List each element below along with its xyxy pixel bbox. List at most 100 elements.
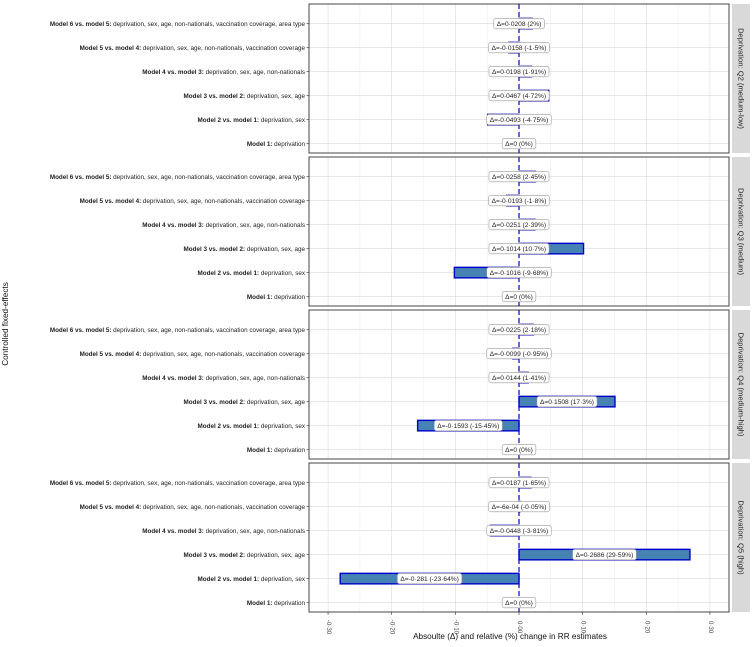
y-tick-label-model: Model 1:	[247, 600, 273, 607]
y-tick-label-controls: deprivation, sex, age, non-nationals, va…	[141, 198, 305, 205]
y-tick-label-model: Model 2 vs. model 1:	[198, 423, 260, 430]
y-tick-label-model: Model 3 vs. model 2:	[184, 552, 246, 559]
panel: Δ=0·0187 (1·65%) Δ=-6e-04 (-0·05%) Δ=-0·04…	[50, 462, 750, 613]
x-tick-label: 0·00	[516, 621, 523, 634]
y-tick-label: Model 1: deprivation	[247, 600, 306, 607]
data-label-box	[488, 90, 550, 102]
data-label-box	[486, 348, 552, 360]
y-tick-label: Model 6 vs. model 5: deprivation, sex, a…	[50, 327, 306, 334]
data-label-text: Δ=0·0144 (1·41%)	[492, 375, 546, 382]
y-tick-label: Model 6 vs. model 5: deprivation, sex, a…	[50, 480, 306, 487]
y-tick-label: Model 1: deprivation	[247, 447, 306, 454]
y-tick-label-controls: deprivation, sex, age, non-nationals, va…	[111, 327, 305, 334]
y-tick-label: Model 6 vs. model 5: deprivation, sex, a…	[50, 21, 306, 28]
y-tick-label-model: Model 6 vs. model 5:	[50, 480, 112, 487]
facet-strip	[732, 463, 750, 612]
data-label: Δ=-0·0448 (-3·81%)	[486, 525, 552, 537]
data-label-box	[501, 138, 537, 150]
y-tick-label-controls: deprivation, sex, age, non-nationals	[204, 222, 305, 229]
y-tick-label-model: Model 5 vs. model 4:	[80, 351, 142, 358]
y-tick-label-model: Model 4 vs. model 3:	[142, 69, 204, 76]
panel: Δ=0·0225 (2·18%) Δ=-0·0099 (-0·95%) Δ=0·01…	[50, 309, 750, 460]
data-label: Δ=0·0467 (4·72%)	[488, 90, 550, 102]
data-label: Δ=0·0258 (2·45%)	[488, 171, 550, 183]
y-tick-label: Model 5 vs. model 4: deprivation, sex, a…	[80, 351, 306, 358]
y-tick-label-model: Model 3 vs. model 2:	[184, 93, 246, 100]
data-label-text: Δ=-0·0158 (-1·5%)	[492, 45, 547, 52]
data-label: Δ=-0·0493 (-4·75%)	[486, 114, 552, 126]
panel-border	[308, 3, 730, 154]
data-label-text: Δ=0·1508 (17·3%)	[540, 399, 594, 406]
y-tick-label-controls: deprivation, sex, age	[245, 246, 305, 253]
panel-border	[308, 309, 730, 460]
data-label-text: Δ=0 (0%)	[505, 600, 533, 607]
y-tick-label: Model 5 vs. model 4: deprivation, sex, a…	[80, 504, 306, 511]
data-label-text: Δ=0·0251 (2·39%)	[492, 222, 546, 229]
panel-border	[308, 156, 730, 307]
data-label: Δ=-0·281 (-23·64%)	[397, 573, 463, 585]
data-label: Δ=-0·1593 (-15·45%)	[433, 420, 503, 432]
facet-strip-label: Deprivation: Q2 (medium-low)	[737, 28, 746, 129]
data-label-box	[488, 372, 550, 384]
y-tick-label-model: Model 1:	[247, 141, 273, 148]
data-label-box	[488, 195, 550, 207]
y-tick-label-controls: deprivation	[272, 600, 305, 607]
y-tick-label: Model 3 vs. model 2: deprivation, sex, a…	[184, 399, 306, 406]
y-tick-label: Model 2 vs. model 1: deprivation, sex	[198, 270, 306, 277]
y-tick-label-controls: deprivation, sex, age, non-nationals, va…	[111, 21, 305, 28]
y-tick-label-controls: deprivation, sex	[259, 270, 306, 277]
y-tick-label: Model 5 vs. model 4: deprivation, sex, a…	[80, 198, 306, 205]
data-label-text: Δ=0 (0%)	[505, 294, 533, 301]
data-label-text: Δ=-0·1016 (-9·68%)	[490, 270, 548, 277]
y-tick-label-model: Model 5 vs. model 4:	[80, 504, 142, 511]
facet-strip-label: Deprivation: Q4 (medium-high)	[737, 333, 746, 437]
data-label: Δ=0·0144 (1·41%)	[488, 372, 550, 384]
y-tick-label-controls: deprivation	[272, 141, 305, 148]
y-tick-label-controls: deprivation, sex, age, non-nationals	[204, 375, 305, 382]
y-tick-label: Model 2 vs. model 1: deprivation, sex	[198, 117, 306, 124]
data-label-box	[486, 114, 552, 126]
data-label-text: Δ=0 (0%)	[505, 141, 533, 148]
y-tick-label-model: Model 5 vs. model 4:	[80, 45, 142, 52]
data-label-text: Δ=0·0187 (1·65%)	[492, 480, 546, 487]
y-tick-label: Model 2 vs. model 1: deprivation, sex	[198, 576, 306, 583]
data-label-box	[486, 525, 552, 537]
data-label-box	[397, 573, 463, 585]
y-tick-label-model: Model 4 vs. model 3:	[142, 222, 204, 229]
y-tick-label-controls: deprivation	[272, 447, 305, 454]
data-label: Δ=0 (0%)	[501, 138, 537, 150]
y-tick-label-controls: deprivation, sex, age, non-nationals	[204, 528, 305, 535]
data-label: Δ=-0·0099 (-0·95%)	[486, 348, 552, 360]
data-label-box	[572, 549, 637, 561]
data-label-text: Δ=-0·0448 (-3·81%)	[490, 528, 548, 535]
x-tick-label: -0·10	[452, 620, 459, 635]
y-tick-label-model: Model 4 vs. model 3:	[142, 528, 204, 535]
y-axis-title: Controlled fixed-effects	[1, 282, 10, 366]
y-tick-label-model: Model 6 vs. model 5:	[50, 21, 112, 28]
data-label-box	[488, 501, 550, 513]
x-tick-label: 0·10	[580, 621, 587, 634]
facet-strip-label: Deprivation: Q5 (high)	[737, 500, 746, 575]
data-label-text: Δ=-0·0193 (-1·8%)	[492, 198, 547, 205]
data-label-box	[488, 42, 550, 54]
data-label-box	[488, 324, 550, 336]
data-label-box	[488, 66, 550, 78]
y-tick-label-model: Model 3 vs. model 2:	[184, 399, 246, 406]
y-tick-label-controls: deprivation	[272, 294, 305, 301]
data-label: Δ=0·0208 (2%)	[493, 18, 545, 30]
y-tick-label: Model 4 vs. model 3: deprivation, sex, a…	[142, 528, 305, 535]
panel: Δ=0·0258 (2·45%) Δ=-0·0193 (-1·8%) Δ=0·025…	[50, 156, 750, 307]
data-label: Δ=0 (0%)	[501, 597, 537, 609]
x-axis: -0·30 -0·20 -0·10 0·00 0·10 0·20 0·30	[325, 612, 714, 635]
y-tick-label-model: Model 2 vs. model 1:	[198, 576, 260, 583]
data-label: Δ=0 (0%)	[501, 291, 537, 303]
y-tick-label-model: Model 5 vs. model 4:	[80, 198, 142, 205]
facet-strip	[732, 157, 750, 306]
data-label-text: Δ=0·2686 (29·59%)	[576, 552, 634, 559]
y-tick-label-controls: deprivation, sex, age, non-nationals, va…	[141, 351, 305, 358]
data-label: Δ=0·0225 (2·18%)	[488, 324, 550, 336]
data-label: Δ=0·0251 (2·39%)	[488, 219, 550, 231]
panels-layer: Δ=0·0208 (2%) Δ=-0·0158 (-1·5%) Δ=0·0198 (…	[50, 3, 750, 613]
data-label-text: Δ=-0·0099 (-0·95%)	[490, 351, 548, 358]
data-label-box	[488, 171, 550, 183]
